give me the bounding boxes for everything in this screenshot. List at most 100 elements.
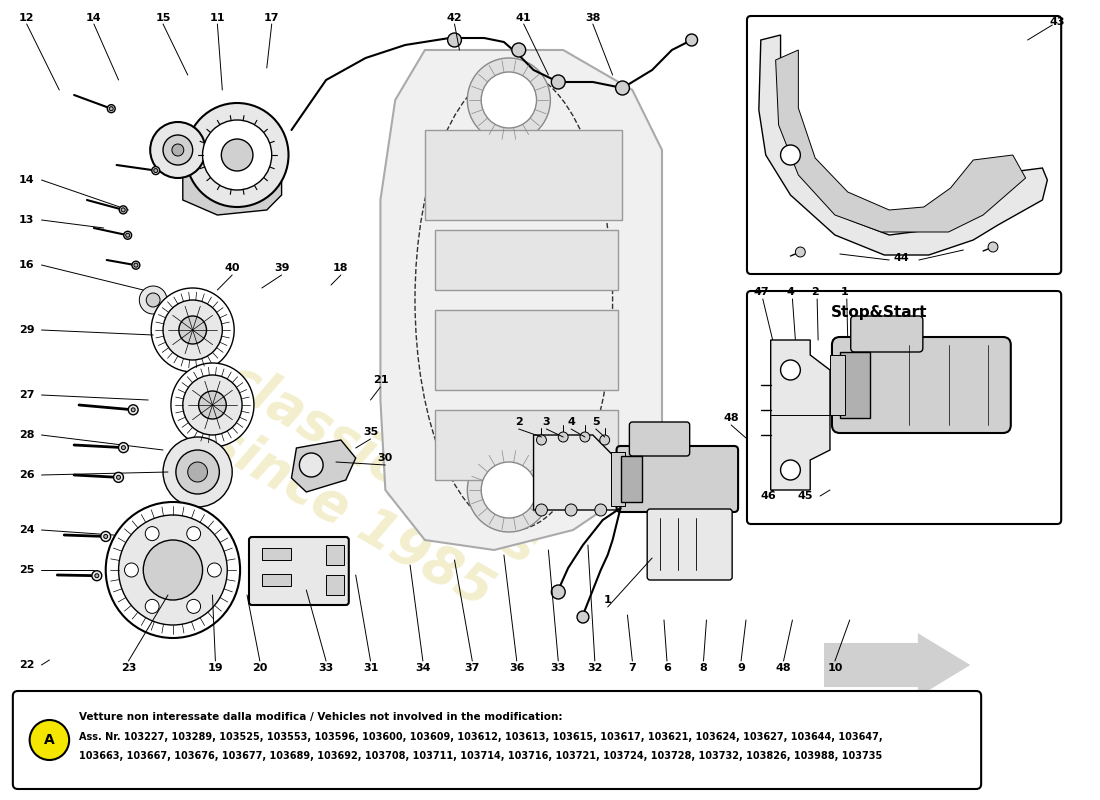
Text: 10: 10 [827,663,843,673]
Circle shape [123,231,132,239]
Circle shape [176,450,219,494]
Text: 22: 22 [19,660,34,670]
Circle shape [113,472,123,482]
Circle shape [187,599,200,614]
Polygon shape [534,435,632,510]
Circle shape [121,446,125,450]
Circle shape [119,515,228,625]
Bar [434,410,617,480]
FancyArrow shape [825,635,968,695]
Text: Stop&Start: Stop&Start [832,305,927,319]
Circle shape [109,106,113,110]
Text: 32: 32 [587,663,603,673]
Circle shape [132,262,140,270]
Text: Vetture non interessate dalla modifica / Vehicles not involved in the modificati: Vetture non interessate dalla modifica /… [79,712,562,722]
Text: 3: 3 [542,417,550,427]
Text: 30: 30 [377,453,393,463]
Text: 31: 31 [363,663,378,673]
Circle shape [172,144,184,156]
Circle shape [551,75,565,89]
Circle shape [154,169,157,173]
Text: 1: 1 [840,287,849,297]
Circle shape [179,316,207,344]
Circle shape [183,375,242,435]
Text: Ass. Nr. 103227, 103289, 103525, 103553, 103596, 103600, 103609, 103612, 103613,: Ass. Nr. 103227, 103289, 103525, 103553,… [79,732,882,742]
Circle shape [988,242,998,252]
Polygon shape [292,440,355,492]
Circle shape [565,504,578,516]
Circle shape [106,502,240,638]
Text: 48: 48 [776,663,791,673]
Bar [434,230,617,290]
Circle shape [163,300,222,360]
Circle shape [481,72,537,128]
Bar [610,452,626,506]
Text: 5: 5 [592,417,600,427]
Circle shape [103,534,108,538]
Circle shape [299,453,323,477]
Text: classicparts
since 1985: classicparts since 1985 [185,353,547,627]
Circle shape [187,526,200,541]
Circle shape [537,435,547,445]
FancyBboxPatch shape [747,291,1062,524]
FancyBboxPatch shape [850,316,923,352]
Text: 45: 45 [798,491,813,501]
Circle shape [152,166,160,174]
Circle shape [512,43,526,57]
Text: 12: 12 [19,13,34,23]
Bar [840,352,869,418]
Circle shape [580,432,590,442]
Polygon shape [771,340,830,490]
Text: 2: 2 [515,417,522,427]
FancyBboxPatch shape [629,422,690,456]
Bar [262,574,292,586]
Polygon shape [759,35,1047,255]
Text: 20: 20 [252,663,267,673]
Text: 13: 13 [19,215,34,225]
Bar [425,130,623,220]
Circle shape [616,81,629,95]
Text: 14: 14 [86,13,101,23]
Text: 11: 11 [210,13,225,23]
Text: 42: 42 [447,13,462,23]
Text: 48: 48 [724,413,739,423]
Circle shape [163,437,232,507]
Circle shape [163,135,192,165]
Circle shape [131,408,135,412]
Text: 4: 4 [786,287,794,297]
Bar [620,456,642,502]
Text: 15: 15 [155,13,170,23]
Text: 47: 47 [754,287,769,297]
Text: 28: 28 [19,430,34,440]
Text: 40: 40 [224,263,240,273]
Bar [326,545,344,565]
Circle shape [551,585,565,599]
Polygon shape [183,168,282,215]
Circle shape [121,208,125,212]
Circle shape [685,34,697,46]
FancyBboxPatch shape [617,446,738,512]
Text: 41: 41 [516,13,531,23]
Circle shape [468,448,550,532]
Bar [830,355,845,415]
Circle shape [595,504,607,516]
Text: 24: 24 [19,525,34,535]
Text: 18: 18 [333,263,349,273]
Circle shape [199,391,227,419]
Text: 7: 7 [628,663,636,673]
Text: 37: 37 [464,663,480,673]
Text: 9: 9 [737,663,745,673]
Text: 25: 25 [19,565,34,575]
Circle shape [781,145,801,165]
FancyBboxPatch shape [13,691,981,789]
Text: 33: 33 [318,663,333,673]
Circle shape [30,720,69,760]
Text: 39: 39 [274,263,289,273]
Circle shape [146,293,161,307]
Circle shape [781,460,801,480]
Circle shape [119,442,129,453]
Text: 36: 36 [509,663,525,673]
Text: 17: 17 [264,13,279,23]
FancyBboxPatch shape [249,537,349,605]
Circle shape [117,475,121,479]
